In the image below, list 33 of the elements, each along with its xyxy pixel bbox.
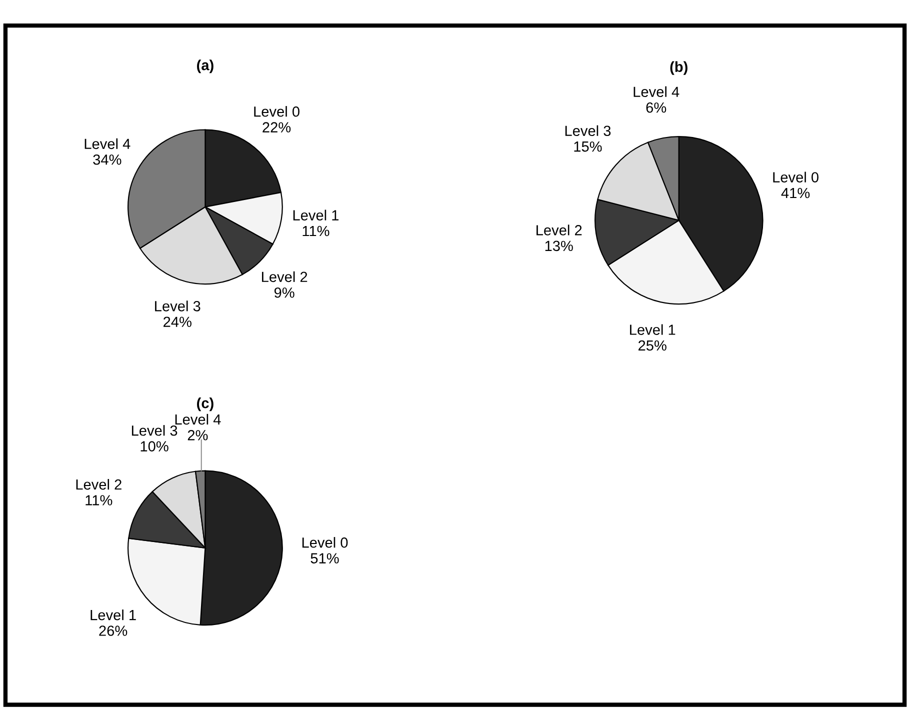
slice-label: Level 3 xyxy=(565,125,611,136)
slice-label: Level 0 xyxy=(773,172,818,182)
data-label: 26% xyxy=(99,626,128,636)
chart-title: (b) xyxy=(670,61,688,75)
slice-label: Level 2 xyxy=(262,271,308,282)
data-label: 22% xyxy=(262,122,291,132)
data-label: 41% xyxy=(781,188,810,198)
data-label: 24% xyxy=(164,316,192,327)
chart-title: (a) xyxy=(197,60,214,74)
data-label: 13% xyxy=(545,240,573,252)
data-label: 9% xyxy=(274,287,294,298)
data-label: 10% xyxy=(140,441,168,452)
data-label: 11% xyxy=(86,495,112,506)
data-label: 6% xyxy=(646,102,666,113)
slice-label: Level 4 xyxy=(84,138,130,150)
slice-label: Level 1 xyxy=(630,324,676,335)
data-label: 25% xyxy=(638,340,666,351)
data-label: 34% xyxy=(93,154,122,165)
slice-label: Level 3 xyxy=(132,425,178,436)
slice-label: Level 1 xyxy=(293,210,339,220)
slice-label: Level 0 xyxy=(254,106,300,117)
data-label: 11% xyxy=(302,226,330,236)
data-label: 51% xyxy=(310,553,339,564)
data-label: 2% xyxy=(188,430,208,440)
slice-label: Level 4 xyxy=(634,86,680,98)
slice-label: Level 1 xyxy=(90,610,136,620)
slice-label: Level 0 xyxy=(302,537,348,548)
chart-title: (c) xyxy=(197,398,214,412)
slice-label: Level 2 xyxy=(536,224,582,236)
slice-label: Level 2 xyxy=(76,478,122,490)
data-label: 15% xyxy=(574,141,602,152)
slice-label: Level 3 xyxy=(155,300,200,312)
slice-label: Level 4 xyxy=(175,414,221,425)
